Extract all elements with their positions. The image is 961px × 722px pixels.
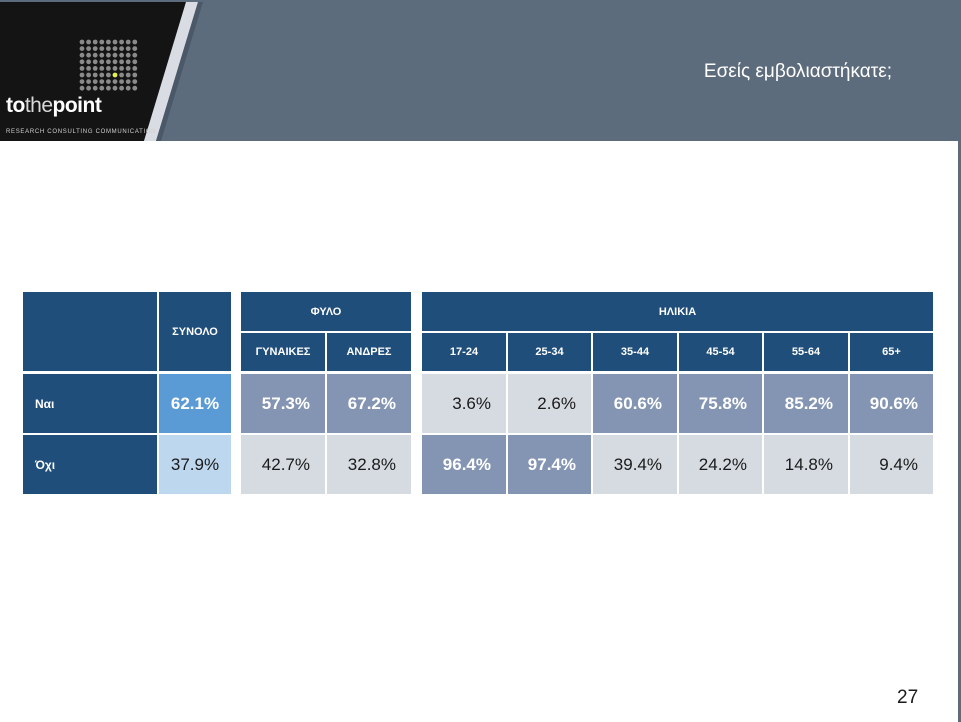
column-header-age-55-64: 55-64 [764, 333, 848, 371]
cell-yes-age-55-64: 85.2% [764, 374, 848, 433]
column-header-age-45-54: 45-54 [679, 333, 762, 371]
group-header-gender: ΦΥΛΟ [241, 292, 411, 331]
row-label-yes: Ναι [23, 374, 157, 433]
group-header-total: ΣΥΝΟΛΟ [159, 292, 231, 371]
group-header-age: ΗΛΙΚΙΑ [422, 292, 933, 331]
cell-no-men: 32.8% [327, 435, 411, 494]
cell-yes-women: 57.3% [241, 374, 325, 433]
logo-dot-grid-icon [79, 39, 138, 91]
column-header-age-17-24: 17-24 [422, 333, 506, 371]
top-border [0, 0, 961, 2]
cell-no-age-25-34: 97.4% [508, 435, 591, 494]
column-header-men: ΑΝΔΡΕΣ [327, 333, 411, 371]
cell-no-age-55-64: 14.8% [764, 435, 848, 494]
right-border [958, 0, 961, 722]
cell-yes-men: 67.2% [327, 374, 411, 433]
cell-yes-age-25-34: 2.6% [508, 374, 591, 433]
cell-yes-age-45-54: 75.8% [679, 374, 762, 433]
cell-yes-total: 62.1% [159, 374, 231, 433]
column-header-age-65-plus: 65+ [850, 333, 933, 371]
cell-no-total: 37.9% [159, 435, 231, 494]
header-banner: tothepoint RESEARCH CONSULTING COMMUNICA… [0, 2, 958, 141]
banner-shapes [0, 2, 958, 141]
logo-tagline: RESEARCH CONSULTING COMMUNICATION [6, 129, 157, 135]
page-number: 27 [897, 687, 919, 708]
cell-yes-age-17-24: 3.6% [422, 374, 506, 433]
cell-no-age-17-24: 96.4% [422, 435, 506, 494]
column-header-age-25-34: 25-34 [508, 333, 591, 371]
logo-word-part2: the [24, 94, 53, 117]
page-title: Εσείς εμβολιαστήκατε; [703, 61, 892, 82]
cell-yes-age-65-plus: 90.6% [850, 374, 933, 433]
column-header-women: ΓΥΝΑΙΚΕΣ [241, 333, 325, 371]
logo-wordmark: tothepoint [6, 94, 102, 118]
table-corner-cell [23, 292, 157, 371]
column-header-age-35-44: 35-44 [593, 333, 677, 371]
cell-no-age-65-plus: 9.4% [850, 435, 933, 494]
cell-no-age-45-54: 24.2% [679, 435, 762, 494]
row-label-no: Όχι [23, 435, 157, 494]
cell-no-age-35-44: 39.4% [593, 435, 677, 494]
cell-no-women: 42.7% [241, 435, 325, 494]
cell-yes-age-35-44: 60.6% [593, 374, 677, 433]
logo-word-part3: point [52, 94, 102, 117]
logo-word-part1: to [6, 94, 25, 117]
